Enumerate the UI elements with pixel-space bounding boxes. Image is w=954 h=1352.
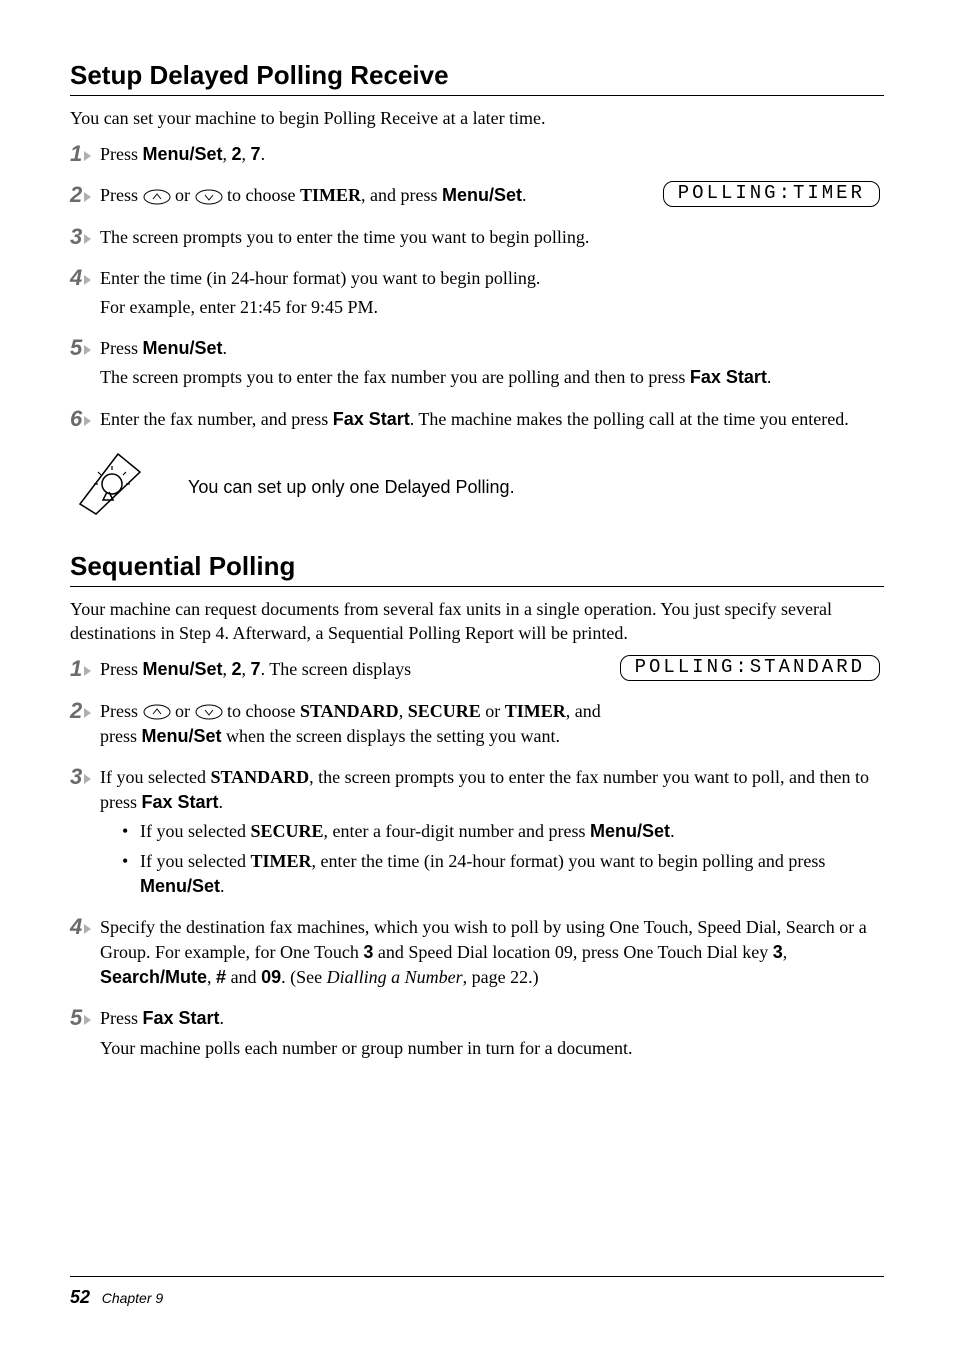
- step-arrow-icon: [84, 924, 91, 934]
- note-text: You can set up only one Delayed Polling.: [148, 477, 515, 498]
- step-1-1: 1 Press Menu/Set, 2, 7.: [70, 142, 884, 171]
- step-arrow-icon: [84, 345, 91, 355]
- down-oval-icon: [195, 704, 223, 720]
- step-number: 6: [70, 407, 82, 430]
- section1-intro: You can set your machine to begin Pollin…: [70, 106, 884, 130]
- lcd-display-1: POLLING:TIMER: [663, 181, 880, 207]
- step-body: The screen prompts you to enter the time…: [100, 225, 884, 254]
- step-number-wrap: 6: [70, 407, 100, 430]
- step-number: 5: [70, 336, 82, 359]
- heading-rule-2: [70, 586, 884, 587]
- step-2-5: 5 Press Fax Start. Your machine polls ea…: [70, 1006, 884, 1064]
- footer-rule: [70, 1276, 884, 1277]
- step-arrow-icon: [84, 774, 91, 784]
- step-1-3: 3 The screen prompts you to enter the ti…: [70, 225, 884, 254]
- note-row: You can set up only one Delayed Polling.: [78, 452, 884, 523]
- step-2-4: 4 Specify the destination fax machines, …: [70, 915, 884, 995]
- bullet-2: If you selected TIMER, enter the time (i…: [122, 849, 884, 899]
- step-number-wrap: 3: [70, 765, 100, 788]
- step-arrow-icon: [84, 416, 91, 426]
- step-body: Press Fax Start. Your machine polls each…: [100, 1006, 884, 1064]
- down-oval-icon: [195, 189, 223, 205]
- step-body: Press Menu/Set. The screen prompts you t…: [100, 336, 884, 394]
- step-1-4: 4 Enter the time (in 24-hour format) you…: [70, 266, 884, 324]
- step-number: 5: [70, 1006, 82, 1029]
- section-heading-1: Setup Delayed Polling Receive: [70, 60, 884, 91]
- step-number-wrap: 2: [70, 183, 100, 206]
- step-number: 3: [70, 225, 82, 248]
- step-number-wrap: 1: [70, 142, 100, 165]
- step-body: Enter the time (in 24-hour format) you w…: [100, 266, 884, 324]
- step-number: 1: [70, 657, 82, 680]
- step3-bullets: If you selected SECURE, enter a four-dig…: [100, 819, 884, 899]
- step-2-2: 2 Press or to choose STANDARD, SECURE or…: [70, 699, 884, 753]
- bullet-1: If you selected SECURE, enter a four-dig…: [122, 819, 884, 844]
- step-arrow-icon: [84, 275, 91, 285]
- lcd-display-2: POLLING:STANDARD: [620, 655, 880, 681]
- step-number-wrap: 3: [70, 225, 100, 248]
- chapter-label: Chapter 9: [102, 1290, 163, 1306]
- step-number-wrap: 1: [70, 657, 100, 680]
- step-arrow-icon: [84, 666, 91, 676]
- step-body: Specify the destination fax machines, wh…: [100, 915, 884, 995]
- step-number: 2: [70, 183, 82, 206]
- step-arrow-icon: [84, 192, 91, 202]
- step-number-wrap: 4: [70, 266, 100, 289]
- section1-steps: 1 Press Menu/Set, 2, 7. 2 POLLING:TIMER …: [70, 142, 884, 436]
- step-1-2: 2 POLLING:TIMER Press or to choose TIMER…: [70, 183, 884, 212]
- up-oval-icon: [143, 704, 171, 720]
- heading-rule-1: [70, 95, 884, 96]
- step-number-wrap: 2: [70, 699, 100, 722]
- step-arrow-icon: [84, 708, 91, 718]
- page-footer: 52 Chapter 9: [70, 1276, 884, 1308]
- step-body: Press Menu/Set, 2, 7.: [100, 142, 884, 171]
- step-arrow-icon: [84, 234, 91, 244]
- step-arrow-icon: [84, 151, 91, 161]
- lightbulb-icon: [78, 452, 148, 523]
- step-body: Enter the fax number, and press Fax Star…: [100, 407, 884, 436]
- step-number: 4: [70, 915, 82, 938]
- page-number: 52: [70, 1287, 90, 1307]
- section-heading-2: Sequential Polling: [70, 551, 884, 582]
- step-number: 2: [70, 699, 82, 722]
- step-2-1: 1 POLLING:STANDARD Press Menu/Set, 2, 7.…: [70, 657, 884, 686]
- step-1-6: 6 Enter the fax number, and press Fax St…: [70, 407, 884, 436]
- up-oval-icon: [143, 189, 171, 205]
- step-number-wrap: 5: [70, 336, 100, 359]
- step-number-wrap: 5: [70, 1006, 100, 1029]
- step-2-3: 3 If you selected STANDARD, the screen p…: [70, 765, 884, 903]
- step-number: 1: [70, 142, 82, 165]
- step-body: If you selected STANDARD, the screen pro…: [100, 765, 884, 903]
- step-body: POLLING:STANDARD Press Menu/Set, 2, 7. T…: [100, 657, 884, 686]
- step-body: POLLING:TIMER Press or to choose TIMER, …: [100, 183, 884, 212]
- step-arrow-icon: [84, 1015, 91, 1025]
- section2-intro: Your machine can request documents from …: [70, 597, 884, 646]
- section2-steps: 1 POLLING:STANDARD Press Menu/Set, 2, 7.…: [70, 657, 884, 1064]
- step-number-wrap: 4: [70, 915, 100, 938]
- step-1-5: 5 Press Menu/Set. The screen prompts you…: [70, 336, 884, 394]
- step-number: 3: [70, 765, 82, 788]
- step-number: 4: [70, 266, 82, 289]
- step-body: Press or to choose STANDARD, SECURE or T…: [100, 699, 884, 753]
